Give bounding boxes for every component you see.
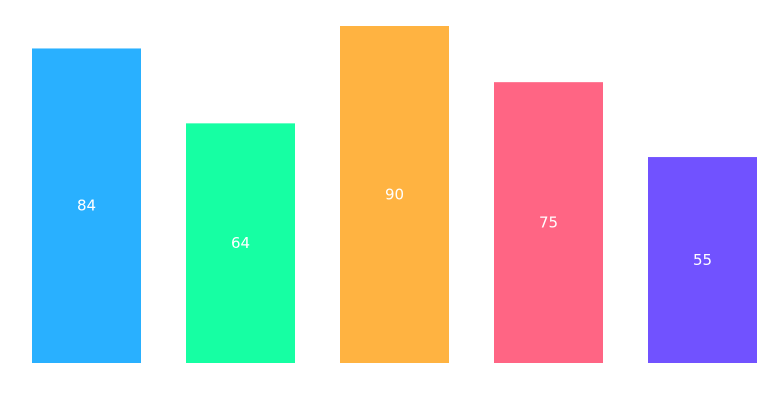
bar-2 (186, 123, 295, 363)
bars-layer (32, 26, 757, 364)
bar-value-label-3: 90 (385, 186, 404, 204)
bar-value-label-5: 55 (693, 251, 712, 269)
bar-value-label-4: 75 (539, 214, 558, 232)
bar-value-label-1: 84 (77, 197, 96, 215)
bar-1 (32, 48, 141, 363)
bar-4 (494, 82, 603, 364)
bar-value-label-2: 64 (231, 234, 250, 252)
value-labels-layer: 84 64 90 75 55 (77, 186, 712, 270)
bar-5 (648, 157, 757, 363)
bar-3 (340, 26, 449, 363)
